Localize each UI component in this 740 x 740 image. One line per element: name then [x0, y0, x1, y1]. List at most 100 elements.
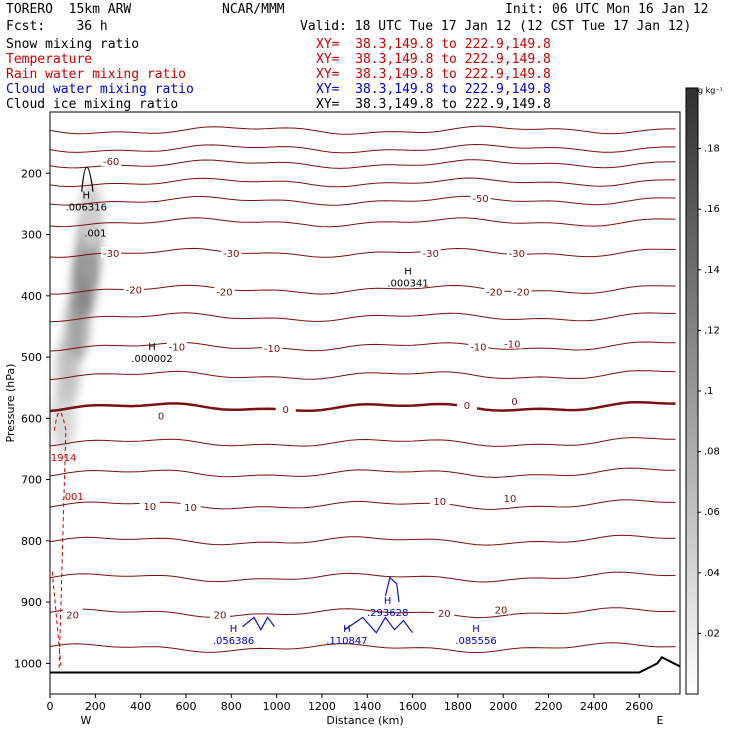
y-axis-label: Pressure (hPa) — [4, 364, 17, 443]
x-tick-label-5: 1000 — [263, 700, 291, 713]
isotherm-line-17 — [49, 607, 676, 619]
x-tick-label-8: 1600 — [399, 700, 427, 713]
colorbar-tick-label-4: .1 — [704, 386, 714, 397]
isotherm-line-2 — [49, 159, 676, 169]
isotherm-label-9: -20 — [513, 288, 529, 299]
isotherm-label-bg-11 — [262, 341, 283, 353]
extrema-h-8: H — [343, 624, 351, 635]
isotherm-label-bg-22 — [62, 608, 83, 620]
isotherm-label-bg-13 — [502, 337, 523, 349]
field-xy-cloud-ice: XY= 38.3,149.8 to 222.9,149.8 — [316, 97, 551, 112]
temperature-isotherms — [49, 125, 676, 654]
isotherm-line-4 — [49, 195, 676, 206]
colorbar-gradient — [685, 87, 699, 695]
isotherm-label-bg-15 — [275, 403, 296, 415]
extrema-value-1: .001 — [84, 228, 106, 239]
isotherm-label-17: 0 — [511, 397, 517, 408]
colorbar: .02 .04 .06 .08 .1 .12 .14 .16 .18 — [685, 87, 720, 695]
field-name-cloud-water: Cloud water mixing ratio — [6, 82, 194, 97]
extrema-value-2: .000341 — [387, 279, 428, 290]
x-tick-label-6: 1200 — [308, 700, 336, 713]
isotherm-line-15 — [49, 534, 676, 546]
isotherm-label-bg-6 — [123, 283, 144, 295]
extrema-value-5: .001 — [62, 492, 84, 503]
isotherm-label-21: 10 — [504, 494, 517, 505]
y-tick-label-8: 1000 — [14, 657, 42, 670]
field-name-snow: Snow mixing ratio — [6, 37, 140, 52]
x-tick-label-11: 2200 — [535, 700, 563, 713]
isotherm-label-bg-19 — [180, 501, 201, 513]
isotherm-label-3: -30 — [223, 249, 239, 260]
cloud-water-contour-1 — [344, 616, 414, 634]
isotherm-label-10: -10 — [169, 343, 185, 354]
isotherm-label-bg-3 — [221, 246, 242, 258]
x-tick-label-3: 600 — [175, 700, 196, 713]
y-tick-label-1: 300 — [21, 229, 42, 242]
field-name-temperature: Temperature — [6, 52, 93, 67]
field-name-cloud-ice: Cloud ice mixing ratio — [6, 97, 179, 112]
extrema-value-7: .056386 — [213, 636, 254, 647]
isotherm-label-4: -30 — [423, 249, 439, 260]
extrema-h-7: H — [230, 624, 238, 635]
isotherm-label-bg-2 — [101, 246, 122, 258]
extrema-h-0: H — [82, 191, 90, 202]
isotherm-line-8 — [49, 312, 676, 323]
header-model: TORERO 15km ARW — [6, 2, 132, 17]
colorbar-tick-label-0: .02 — [704, 628, 720, 639]
isotherm-label-22: 20 — [66, 610, 79, 621]
x-tick-label-10: 2000 — [489, 700, 517, 713]
x-end-label-right: E — [657, 714, 664, 727]
cloud-ice-contour — [81, 166, 94, 192]
isotherm-label-24: 20 — [438, 609, 451, 620]
extrema-h-2: H — [404, 267, 412, 278]
extrema-h-3: H — [148, 342, 156, 353]
colorbar-tick-label-3: .08 — [704, 447, 720, 458]
isotherm-line-1 — [49, 143, 676, 154]
y-tick-label-5: 700 — [21, 474, 42, 487]
rain-water-contours — [51, 411, 67, 670]
colorbar-unit: g kg⁻¹ — [698, 86, 723, 95]
x-tick-label-13: 2600 — [625, 700, 653, 713]
isotherm-label-13: -10 — [504, 340, 520, 351]
x-tick-label-1: 200 — [85, 700, 106, 713]
isotherm-line-16 — [49, 571, 676, 583]
extrema-value-9: .085556 — [455, 636, 496, 647]
isotherm-line-13 — [49, 467, 676, 478]
isotherm-label-15: 0 — [282, 405, 288, 416]
y-tick-label-3: 500 — [21, 351, 42, 364]
header-org: NCAR/MMM — [222, 2, 285, 17]
x-end-label-left: W — [81, 714, 92, 727]
isotherm-label-2: -30 — [103, 249, 119, 260]
x-tick-label-4: 800 — [221, 700, 242, 713]
isotherm-line-3 — [49, 177, 676, 188]
x-tick-label-12: 2400 — [580, 700, 608, 713]
colorbar-tick-label-5: .12 — [704, 325, 720, 336]
extrema-value-3: .000002 — [131, 354, 172, 365]
isotherm-line-18 — [49, 642, 676, 654]
x-axis-label: Distance (km) — [326, 714, 403, 727]
isotherm-label-bg-7 — [214, 285, 235, 297]
colorbar-tick-label-8: .18 — [704, 144, 720, 155]
isotherm-label-19: 10 — [184, 503, 197, 514]
cloud-water-contours — [81, 166, 414, 634]
cloud-water-contour-0 — [242, 616, 275, 631]
colorbar-tick-label-6: .14 — [704, 265, 720, 276]
field-xy-cloud-water: XY= 38.3,149.8 to 222.9,149.8 — [316, 82, 551, 97]
isotherm-label-bg-9 — [511, 285, 532, 297]
header-valid: Valid: 18 UTC Tue 17 Jan 12 (12 CST Tue … — [300, 19, 692, 34]
colorbar-tick-label-1: .04 — [704, 568, 720, 579]
field-xy-snow: XY= 38.3,149.8 to 222.9,149.8 — [316, 37, 551, 52]
extrema-value-4: 1914 — [51, 453, 76, 464]
isotherm-label-bg-20 — [429, 495, 450, 507]
isotherm-label-bg-17 — [504, 395, 525, 407]
isotherm-label-16: 0 — [464, 401, 470, 412]
x-tick-label-9: 1800 — [444, 700, 472, 713]
extrema-value-0: .006316 — [66, 203, 107, 214]
contour-labels: -60 -50 -30 -30 -30 -30 -20 -20 -20 -20 -10 -10 -10 -… — [51, 155, 532, 647]
terrain-line — [50, 655, 681, 674]
isotherm-label-25: 20 — [495, 605, 508, 616]
y-tick-label-4: 600 — [21, 412, 42, 425]
isotherm-label-18: 10 — [143, 502, 156, 513]
y-tick-label-6: 800 — [21, 535, 42, 548]
field-xy-temperature: XY= 38.3,149.8 to 222.9,149.8 — [316, 52, 551, 67]
